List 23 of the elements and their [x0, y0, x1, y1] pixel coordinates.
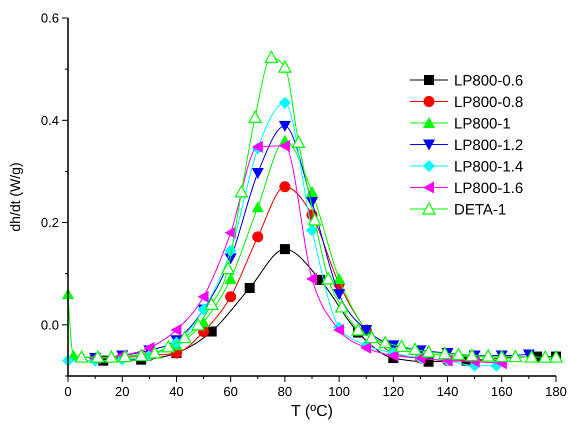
legend-label: DETA-1 [454, 201, 506, 218]
legend-label: LP800-1 [454, 115, 511, 132]
x-axis-title: T (ºC) [291, 403, 333, 420]
x-tick-label: 60 [223, 384, 238, 399]
x-tick-label: 80 [278, 384, 292, 399]
y-tick-label: 0.0 [40, 317, 59, 332]
x-tick-label: 40 [169, 384, 184, 399]
x-tick-label: 20 [114, 384, 130, 399]
legend-label: LP800-0.6 [454, 72, 524, 90]
x-tick-label: 160 [490, 384, 513, 399]
y-tick-label: 0.4 [40, 112, 59, 128]
y-tick-label: 0.2 [40, 215, 59, 230]
legend-label: LP800-1.4 [454, 158, 524, 176]
x-tick-label: 180 [545, 384, 567, 399]
legend-label: LP800-1.6 [454, 180, 524, 197]
x-tick-label: 0 [64, 384, 72, 399]
y-axis-title: dh/dt (W/g) [7, 162, 23, 232]
x-tick-label: 100 [328, 384, 350, 399]
x-tick-label: 140 [436, 384, 458, 399]
y-tick-label: 0.6 [40, 10, 59, 26]
legend-label: LP800-0.8 [454, 94, 524, 111]
legend-label: LP800-1.2 [454, 136, 524, 154]
x-tick-label: 120 [382, 384, 404, 399]
